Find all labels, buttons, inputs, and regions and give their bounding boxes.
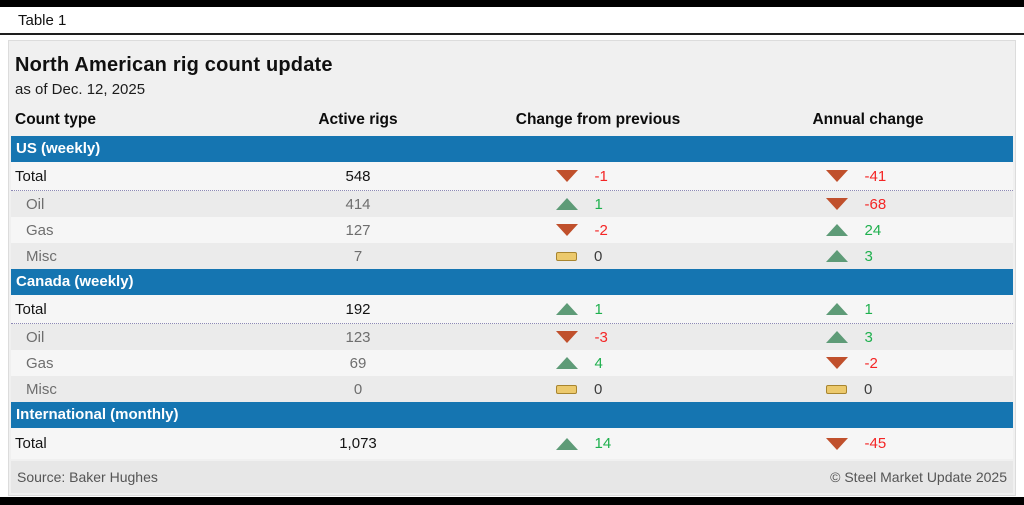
table-row: Misc 7 0 3 [11, 243, 1013, 269]
column-header-annual-change: Annual change [812, 111, 924, 128]
change-previous-value: 1 [594, 300, 603, 318]
row-label: Total [15, 300, 47, 318]
change-previous-value: -2 [594, 221, 608, 239]
table-row: Misc 0 0 0 [11, 376, 1013, 402]
change-previous-cell: -1 [473, 168, 723, 185]
trend-icon [555, 357, 578, 369]
section-header-canada: Canada (weekly) [11, 269, 1013, 295]
change-previous-cell: -3 [473, 329, 723, 346]
change-previous-cell: 4 [473, 355, 723, 372]
source-credit: Source: Baker Hughes [17, 469, 158, 485]
change-previous-value: 4 [594, 354, 603, 372]
annual-change-value: -45 [864, 435, 887, 452]
annual-change-value: -41 [864, 167, 887, 185]
trend-icon [825, 198, 848, 210]
annual-change-cell: 0 [723, 381, 1013, 398]
annual-change-value: 24 [864, 221, 882, 239]
row-label: Gas [26, 354, 54, 372]
rig-count-card: North American rig count update as of De… [8, 40, 1016, 496]
trend-icon [555, 437, 578, 450]
as-of-date: as of Dec. 12, 2025 [15, 81, 146, 98]
table-number-label: Table 1 [0, 7, 1024, 33]
row-label: Oil [26, 328, 45, 346]
active-rigs-value: 1,073 [339, 435, 377, 452]
row-label: Total [15, 167, 47, 185]
annual-change-cell: -41 [723, 168, 1013, 185]
column-header-change-previous: Change from previous [515, 111, 681, 128]
annual-change-value: 3 [864, 247, 873, 265]
annual-change-value: 3 [864, 328, 873, 346]
row-label: Total [15, 435, 47, 452]
trend-icon [825, 170, 848, 182]
annual-change-value: -68 [864, 195, 887, 213]
page-title: North American rig count update [15, 54, 333, 76]
trend-icon [825, 437, 848, 450]
change-previous-value: -1 [594, 167, 608, 185]
change-previous-value: 0 [594, 380, 603, 398]
table-row: Oil 414 1 -68 [11, 191, 1013, 217]
active-rigs-value: 548 [345, 167, 371, 185]
top-border-bar [0, 0, 1024, 7]
change-previous-value: 14 [594, 435, 612, 452]
annual-change-cell: 1 [723, 301, 1013, 318]
row-label: Gas [26, 221, 54, 239]
column-header-active-rigs: Active rigs [318, 111, 398, 128]
active-rigs-value: 7 [353, 247, 363, 265]
card-footer: Source: Baker Hughes © Steel Market Upda… [11, 461, 1013, 493]
annual-change-value: 1 [864, 300, 873, 318]
trend-icon [555, 170, 578, 182]
copyright-notice: © Steel Market Update 2025 [830, 469, 1007, 485]
annual-change-cell: -68 [723, 196, 1013, 213]
trend-icon [556, 384, 577, 394]
annual-change-cell: 3 [723, 329, 1013, 346]
annual-change-value: -2 [864, 354, 878, 372]
active-rigs-value: 192 [345, 300, 371, 318]
trend-icon [555, 331, 578, 343]
trend-icon [825, 357, 848, 369]
column-header-row: Count type Active rigs Change from previ… [11, 98, 1013, 136]
trend-icon [825, 331, 848, 343]
table-row: Gas 127 -2 24 [11, 217, 1013, 243]
change-previous-cell: 0 [473, 248, 723, 265]
change-previous-value: 1 [594, 195, 603, 213]
annual-change-cell: -2 [723, 355, 1013, 372]
row-label: Misc [26, 247, 57, 265]
table-row: Total 192 1 1 [11, 295, 1013, 324]
change-previous-cell: 0 [473, 381, 723, 398]
active-rigs-value: 127 [345, 221, 371, 239]
change-previous-value: 0 [594, 247, 603, 265]
row-label: Oil [26, 195, 45, 213]
section-header-us: US (weekly) [11, 136, 1013, 162]
annual-change-cell: 24 [723, 222, 1013, 239]
trend-icon [826, 384, 847, 394]
trend-icon [556, 251, 577, 261]
active-rigs-value: 69 [349, 354, 367, 372]
active-rigs-value: 414 [345, 195, 371, 213]
annual-change-cell: 3 [723, 248, 1013, 265]
trend-icon [555, 303, 578, 315]
change-previous-cell: 1 [473, 196, 723, 213]
trend-icon [825, 224, 848, 236]
trend-icon [555, 224, 578, 236]
active-rigs-value: 123 [345, 328, 371, 346]
column-header-count-type: Count type [15, 111, 96, 128]
section-header-international: International (monthly) [11, 402, 1013, 428]
trend-icon [555, 198, 578, 210]
change-previous-cell: 1 [473, 301, 723, 318]
table-row: Oil 123 -3 3 [11, 324, 1013, 350]
change-previous-value: -3 [594, 328, 608, 346]
divider-line [0, 33, 1024, 35]
row-label: Misc [26, 380, 57, 398]
table-row: Total 1,073 14 -45 [11, 428, 1013, 459]
trend-icon [825, 250, 848, 262]
active-rigs-value: 0 [353, 380, 363, 398]
change-previous-cell: 14 [473, 435, 723, 452]
table-row: Total 548 -1 -41 [11, 162, 1013, 191]
annual-change-cell: -45 [723, 435, 1013, 452]
bottom-border-bar [0, 497, 1024, 505]
change-previous-cell: -2 [473, 222, 723, 239]
annual-change-value: 0 [864, 380, 873, 398]
table-row: Gas 69 4 -2 [11, 350, 1013, 376]
trend-icon [825, 303, 848, 315]
